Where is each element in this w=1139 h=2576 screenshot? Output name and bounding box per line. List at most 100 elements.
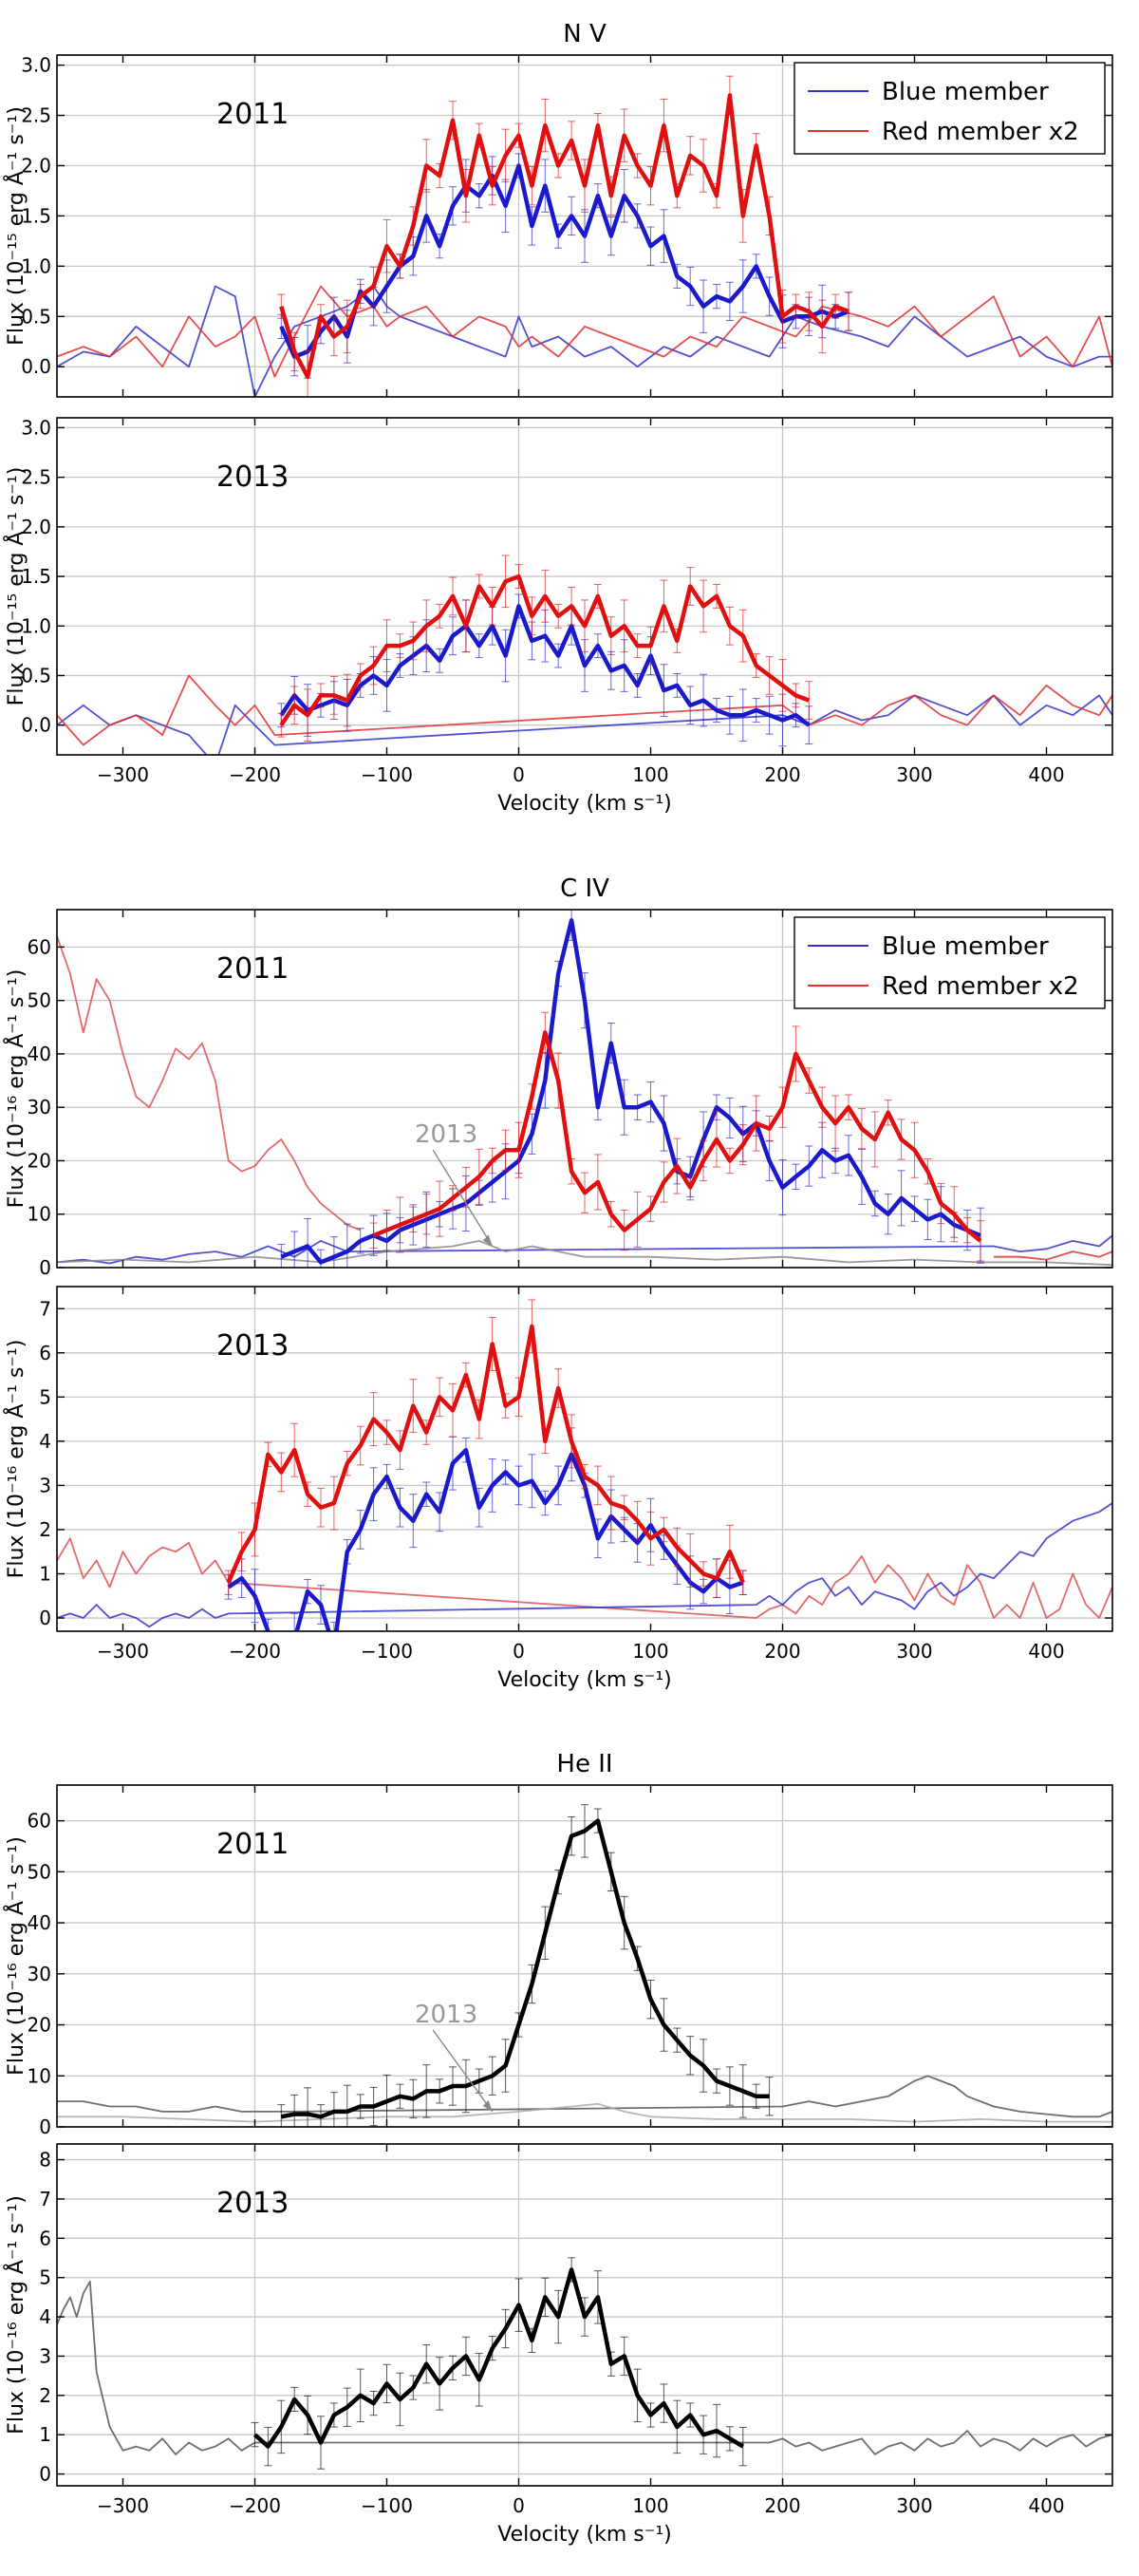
xtick-label: −300 [97,1640,149,1663]
xtick-label: 300 [896,2494,932,2517]
xtick-label: 400 [1028,763,1064,786]
y-axis-label: Flux (10⁻¹⁶ erg Å⁻¹ s⁻¹) [3,1836,28,2076]
axes-frame [56,417,1113,756]
annotation-arrowhead [482,1234,493,1247]
series-line-red-member-x2 [57,285,1112,378]
panel-0: 0.0 0.5 1.0 1.5 2.0 2.5 3.0 N V Flux (10⁻¹⁵ erg … [3,20,1113,398]
legend-box [794,916,1106,1009]
year-label: 2013 [216,461,289,494]
series-line-red-member-x2 [279,93,850,380]
series-line-red-member-x2 [57,1537,1112,1619]
ytick-label: 50 [28,989,51,1012]
ytick-label: 40 [28,1043,51,1065]
ytick-label: 4 [39,1430,51,1453]
xtick-label: −200 [229,763,281,786]
xtick-label: 300 [896,1640,932,1663]
series-line-blue-member [279,604,811,727]
ytick-label: 6 [39,1342,51,1364]
xtick-label: 100 [632,2494,668,2517]
xtick-label: 200 [764,1640,800,1663]
axes-frame [56,2143,1113,2487]
chart-title: N V [563,20,607,48]
series-group [57,2257,1112,2470]
axes-frame [56,1286,1113,1632]
annotation-2013: 2013 [415,2001,477,2029]
y-axis-label: Flux (10⁻¹⁶ erg Å⁻¹ s⁻¹) [3,969,28,1209]
ytick-label: 1 [39,2423,51,2446]
year-label: 2013 [216,1329,289,1363]
legend-box [794,62,1106,155]
series-group [57,1299,1112,1631]
series-group [57,910,1112,1268]
chart-title: He II [556,1750,612,1778]
series-line-2011 [280,1818,770,2119]
ytick-label: 3.0 [21,416,51,439]
xtick-label: −300 [97,763,149,786]
legend-label: Blue member [882,78,1049,106]
panel-5: 0 1 2 3 4 5 6 7 8 −300 −200 −100 0 100 200 300 400 Veloci… [3,2143,1113,2547]
ytick-label: 5 [39,1385,51,1408]
ytick-label: 30 [28,1096,51,1119]
xtick-label: −100 [361,1640,413,1663]
legend-label: Red member x2 [882,118,1079,146]
panel-2: 0 10 20 30 40 50 60 C IV Flux (10⁻¹⁶ erg Å⁻¹ s⁻¹… [3,874,1113,1279]
ytick-label: 1.5 [21,204,51,227]
series-line-2013-wings [57,2280,1112,2455]
ytick-label: 0.5 [21,305,51,328]
xtick-label: 0 [513,763,525,786]
chart-title: C IV [560,874,609,903]
ytick-label: 4 [39,2305,51,2328]
x-axis-label: Velocity (km s⁻¹) [497,2523,672,2547]
series-line-blue-member [57,1502,1112,1628]
xtick-label: 400 [1028,1640,1064,1663]
ytick-label: 2.0 [21,516,51,538]
xtick-label: −200 [229,1640,281,1663]
ytick-label: 50 [28,1860,51,1883]
series-line-red-member-x2 [993,1250,1112,1261]
ytick-label: 0 [39,1256,51,1279]
axes-frame [56,1784,1113,2128]
ytick-label: 60 [28,935,51,958]
ytick-label: 1 [39,1563,51,1586]
axes-frame [56,54,1113,398]
ytick-label: 3 [39,2344,51,2367]
series-line-red-member-x2 [279,573,811,726]
ytick-label: 2 [39,2384,51,2407]
ytick-label: 3.0 [21,54,51,77]
series-group [57,555,1112,755]
xtick-label: −300 [97,2494,149,2517]
ytick-label: 2.5 [21,466,51,489]
ytick-label: 60 [28,1810,51,1833]
series-line-red-member-x2 [372,1030,982,1243]
xtick-label: −200 [229,2494,281,2517]
series-line-blue-member [280,918,981,1265]
ytick-label: 0.0 [21,714,51,737]
xtick-label: 200 [764,763,800,786]
series-line-red-member-x2 [57,935,362,1232]
ytick-label: 20 [28,2014,51,2037]
y-axis-label: Flux (10⁻¹⁵ erg Å⁻¹ s⁻¹) [3,106,28,346]
ytick-label: 0 [39,2463,51,2486]
series-line-2013 [57,1240,1112,1267]
year-label: 2011 [216,98,289,131]
ytick-label: 30 [28,1963,51,1985]
series-line-red-member-x2 [226,1324,745,1584]
ytick-label: 2.5 [21,104,51,127]
panel-3: 0 1 2 3 4 5 6 7 −300 −200 −100 0 100 200 300 400 Velocit… [3,1286,1113,1692]
ytick-label: 7 [39,1297,51,1320]
ytick-label: 40 [28,1911,51,1934]
ytick-label: 0.0 [21,355,51,378]
ytick-label: 1.5 [21,565,51,588]
axes-frame [56,909,1113,1269]
ytick-label: 8 [39,2149,51,2172]
ytick-label: 0 [39,2115,51,2138]
annotation-arrow [432,2029,494,2113]
panel-4: 0 10 20 30 40 50 60 He II Flux (10⁻¹⁶ erg Å⁻¹ s⁻… [3,1750,1113,2138]
y-axis-label: Flux (10⁻¹⁶ erg Å⁻¹ s⁻¹) [3,2195,28,2435]
xtick-label: −100 [361,763,413,786]
xtick-label: 0 [513,2494,525,2517]
y-axis-label: Flux (10⁻¹⁵ erg Å⁻¹ s⁻¹) [3,467,28,706]
year-label: 2011 [216,952,289,986]
xtick-label: −100 [361,2494,413,2517]
